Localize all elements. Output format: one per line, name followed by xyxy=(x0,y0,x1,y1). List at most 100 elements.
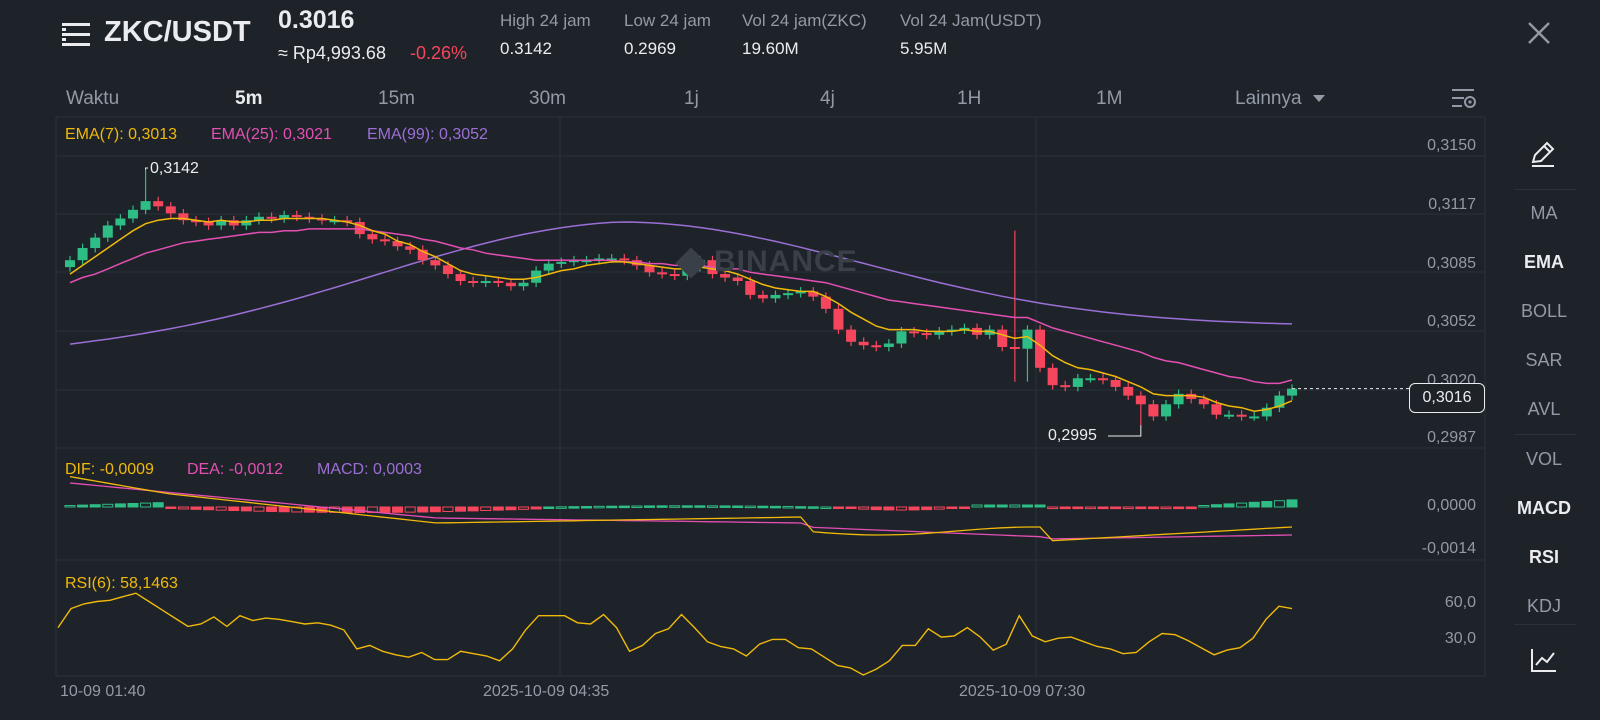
macd-bar xyxy=(543,506,555,509)
side-item-avl[interactable]: AVL xyxy=(1527,399,1561,419)
candle-body xyxy=(1035,329,1046,368)
price-tick: 0,2987 xyxy=(1427,429,1476,446)
candle-body xyxy=(165,206,176,214)
macd-bar xyxy=(467,506,479,512)
price-tick: 0,3117 xyxy=(1428,196,1476,213)
side-item-ma[interactable]: MA xyxy=(1530,203,1558,223)
side-item-macd[interactable]: MACD xyxy=(1517,498,1571,518)
more-label: Lainnya xyxy=(1235,88,1302,109)
macd-bar xyxy=(644,505,656,508)
candle-body xyxy=(1047,367,1058,386)
macd-bar xyxy=(618,505,630,509)
macd-bar xyxy=(656,505,668,508)
time-tick: 2025-10-09 07:30 xyxy=(959,683,1086,700)
side-item-rsi[interactable]: RSI xyxy=(1528,547,1559,567)
macd-bar xyxy=(1198,505,1210,508)
candle-body xyxy=(405,246,416,250)
stat-high-label: High 24 jam xyxy=(500,11,591,30)
macd-bar xyxy=(1110,506,1122,510)
candle-body xyxy=(455,274,466,282)
candle-body xyxy=(518,282,529,287)
dif-legend: DIF: -0,0009 xyxy=(65,461,154,478)
tab-1m[interactable]: 1M xyxy=(1096,88,1123,109)
candle-body xyxy=(732,277,743,282)
macd-bar xyxy=(883,506,895,511)
candle-body xyxy=(896,331,907,344)
candle-body xyxy=(127,209,138,219)
time-tick: 10-09 01:40 xyxy=(60,683,146,700)
side-item-vol[interactable]: VOL xyxy=(1525,449,1563,469)
pair-title[interactable]: ZKC/USDT xyxy=(104,16,251,48)
candle-body xyxy=(1123,386,1134,396)
macd-bar xyxy=(392,506,404,513)
candle-body xyxy=(140,201,151,210)
chart-settings-icon[interactable] xyxy=(1450,87,1478,116)
candle-body xyxy=(1135,395,1146,405)
high-leader xyxy=(145,167,148,170)
side-item-kdj-clip: KDJ xyxy=(1512,590,1576,614)
macd-bar xyxy=(127,503,139,508)
tab-4j[interactable]: 4j xyxy=(820,88,835,109)
candle-body xyxy=(241,220,252,226)
macd-bar xyxy=(404,506,416,513)
current-price-tag: 0,3016 xyxy=(1409,383,1485,413)
candle-body xyxy=(1224,414,1235,417)
macd-bar xyxy=(379,506,391,513)
macd-bar xyxy=(694,505,706,508)
side-item-ema[interactable]: EMA xyxy=(1524,252,1564,272)
tab-5m[interactable]: 5m xyxy=(235,88,263,109)
macd-bar xyxy=(845,506,857,509)
stat-low-value: 0.2969 xyxy=(624,39,676,58)
macd-bar xyxy=(795,506,807,509)
tab-15m[interactable]: 15m xyxy=(378,88,415,109)
side-divider xyxy=(1514,624,1576,625)
macd-bar xyxy=(518,506,530,510)
tab-more[interactable]: Lainnya xyxy=(1235,88,1325,110)
candle-body xyxy=(1211,404,1222,415)
macd-bar xyxy=(555,506,567,509)
draw-pencil-icon[interactable] xyxy=(1529,140,1557,173)
candle-body xyxy=(417,249,428,261)
macd-bar xyxy=(732,505,744,508)
tab-30m[interactable]: 30m xyxy=(529,88,566,109)
caret-down-icon xyxy=(1312,95,1325,103)
close-icon[interactable] xyxy=(1526,20,1552,46)
indicator-chart-icon[interactable] xyxy=(1530,647,1558,678)
candle-body xyxy=(669,274,680,277)
macd-bar xyxy=(1173,506,1185,510)
candle-body xyxy=(1098,378,1109,381)
dea-legend: DEA: -0,0012 xyxy=(187,461,284,478)
candle-body xyxy=(871,345,882,348)
low-annotation: 0,2995 xyxy=(1048,427,1097,444)
candle-body xyxy=(1261,407,1272,417)
candle-body xyxy=(354,221,365,235)
macd-bar xyxy=(669,505,681,508)
candle-body xyxy=(430,260,441,266)
macd-bar xyxy=(984,504,996,508)
menu-icon[interactable] xyxy=(62,22,90,48)
macd-bar xyxy=(177,506,189,510)
candle-body xyxy=(1236,414,1247,417)
side-item-sar[interactable]: SAR xyxy=(1525,350,1563,370)
candle-body xyxy=(783,293,794,296)
tab-1j[interactable]: 1j xyxy=(684,88,699,109)
macd-bar xyxy=(681,505,693,508)
candle-body xyxy=(1186,393,1197,400)
price-tick: 0,3052 xyxy=(1427,313,1476,330)
candle-body xyxy=(392,241,403,247)
macd-bar xyxy=(1135,506,1147,510)
macd-bar xyxy=(291,506,303,513)
candle-body xyxy=(1110,379,1121,387)
candle-body xyxy=(316,218,327,221)
macd-bar xyxy=(77,504,89,508)
candle-body xyxy=(468,281,479,284)
tab-1h[interactable]: 1H xyxy=(957,88,982,109)
macd-bar xyxy=(581,506,593,509)
side-item-kdj[interactable]: KDJ xyxy=(1526,596,1561,614)
candle-body xyxy=(657,272,668,275)
tf-waktu-label[interactable]: Waktu xyxy=(66,88,120,109)
macd-bar xyxy=(64,505,76,508)
side-item-boll[interactable]: BOLL xyxy=(1520,301,1568,321)
rsi-line xyxy=(57,592,1293,676)
